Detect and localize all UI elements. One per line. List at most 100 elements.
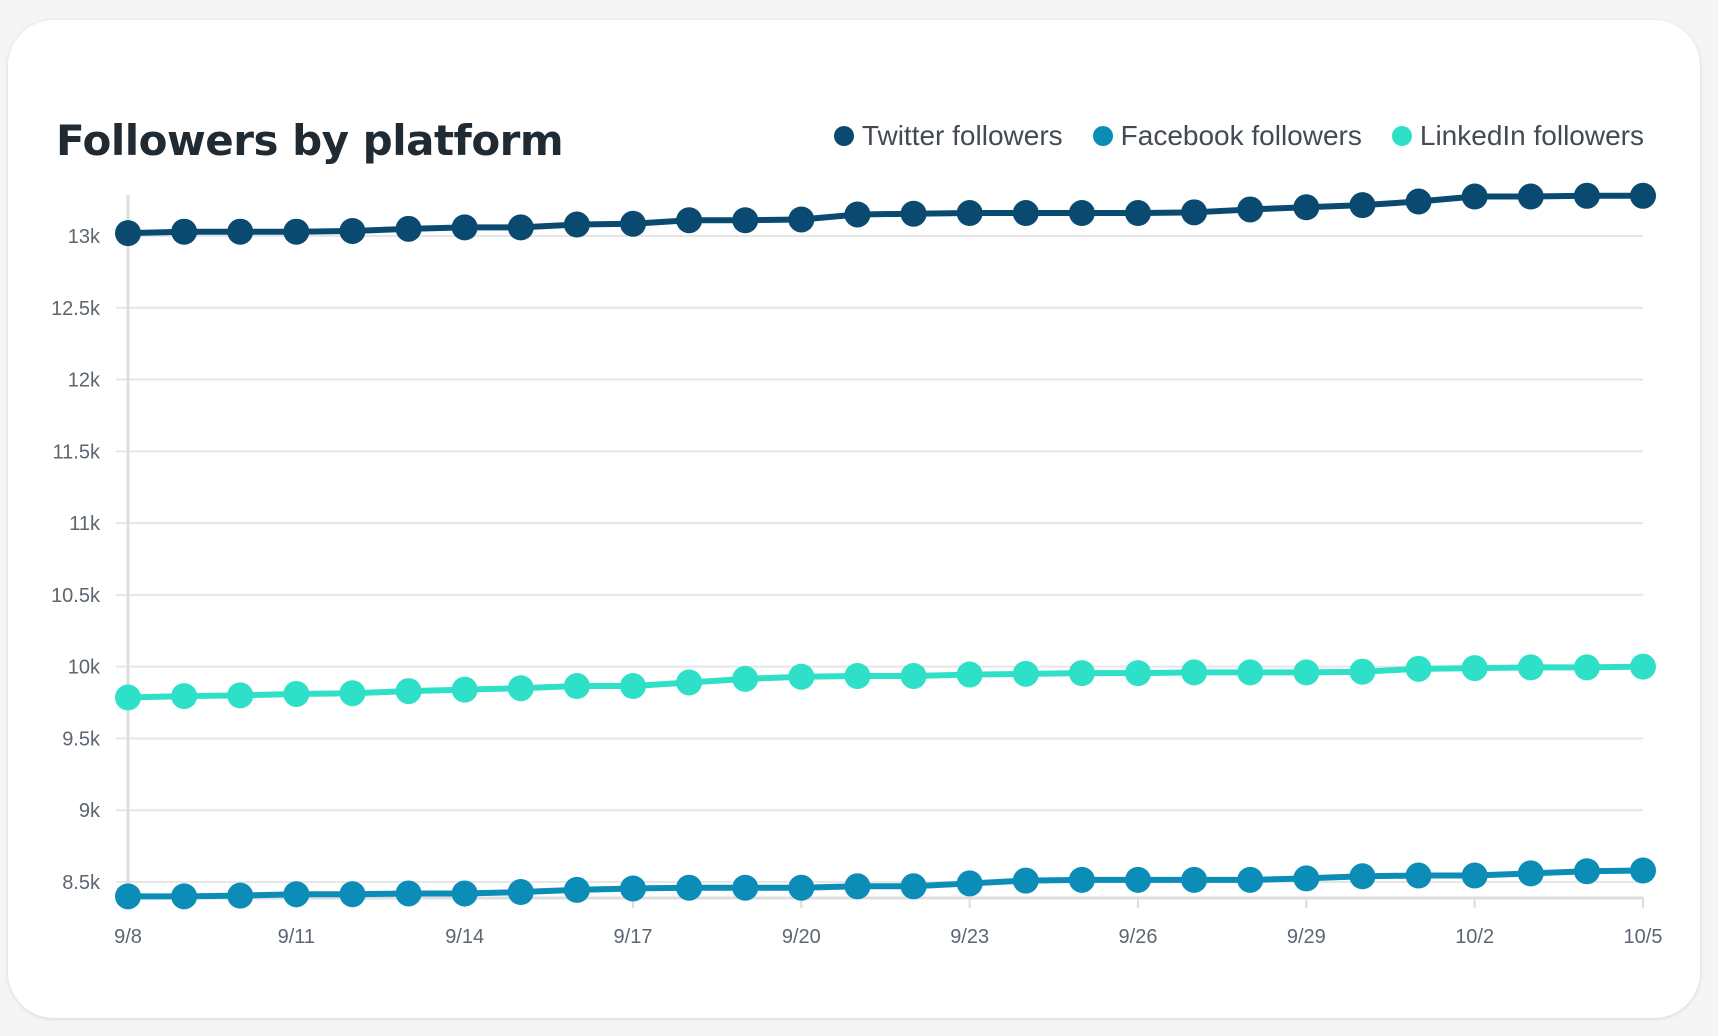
y-tick-label: 8.5k: [62, 872, 101, 894]
data-point-series-2: [620, 673, 646, 700]
data-point-series-0: [1461, 183, 1488, 210]
data-point-series-1: [171, 883, 198, 910]
data-point-series-0: [620, 210, 646, 237]
x-tick-label: 9/26: [1119, 926, 1158, 948]
data-point-series-1: [1068, 866, 1095, 893]
data-point-series-1: [676, 874, 703, 901]
data-point-series-0: [1517, 183, 1544, 210]
data-point-series-1: [1125, 866, 1151, 893]
data-point-series-2: [844, 662, 871, 689]
data-point-series-2: [1630, 653, 1656, 680]
data-point-series-1: [788, 874, 815, 901]
data-point-series-1: [1293, 865, 1320, 892]
legend-marker-twitter: [833, 126, 854, 146]
data-point-series-2: [171, 683, 198, 710]
data-point-series-2: [115, 684, 141, 711]
data-point-series-1: [1012, 867, 1039, 894]
data-point-series-0: [1181, 199, 1208, 226]
y-tick-label: 10k: [68, 657, 101, 679]
legend-item-linkedin[interactable]: LinkedIn followers: [1391, 120, 1644, 152]
data-point-series-2: [676, 669, 703, 696]
legend-item-twitter[interactable]: Twitter followers: [833, 120, 1063, 152]
legend-marker-linkedin: [1391, 126, 1412, 146]
data-point-series-1: [115, 883, 141, 910]
data-point-series-0: [1125, 200, 1151, 227]
y-tick-label: 12.5k: [51, 298, 101, 320]
data-point-series-1: [956, 870, 983, 897]
data-point-series-0: [1012, 200, 1039, 227]
data-point-series-0: [339, 217, 366, 244]
y-tick-label: 11.5k: [53, 441, 101, 463]
data-point-series-0: [395, 215, 422, 242]
y-tick-label: 9.5k: [62, 728, 101, 750]
data-point-series-0: [451, 214, 478, 241]
chart-card: Followers by platform Twitter followers …: [8, 20, 1700, 1018]
series-line-1: [125, 867, 1646, 900]
data-point-series-0: [507, 214, 534, 241]
data-point-series-2: [788, 663, 815, 690]
data-point-series-0: [844, 201, 871, 228]
data-point-series-2: [1293, 659, 1320, 686]
data-point-series-2: [1349, 658, 1376, 685]
data-point-series-0: [788, 206, 815, 233]
data-point-series-0: [1068, 200, 1095, 227]
data-point-series-2: [732, 665, 759, 692]
x-tick-label: 9/20: [782, 926, 821, 948]
data-point-series-0: [900, 200, 927, 227]
x-tick-label: 9/11: [278, 926, 315, 948]
data-point-series-2: [1068, 660, 1095, 687]
data-point-series-1: [900, 873, 927, 900]
legend-marker-facebook: [1092, 126, 1113, 146]
data-point-series-0: [115, 220, 141, 247]
x-tick-label: 9/14: [445, 926, 484, 948]
data-point-series-2: [956, 661, 983, 688]
data-point-series-0: [283, 218, 310, 245]
data-point-series-2: [1012, 660, 1039, 687]
data-point-series-0: [1573, 182, 1600, 209]
data-point-series-2: [1237, 659, 1264, 686]
data-point-series-2: [1573, 654, 1600, 681]
data-point-series-1: [732, 874, 759, 901]
data-point-series-0: [956, 200, 983, 227]
legend-item-facebook[interactable]: Facebook followers: [1092, 120, 1362, 152]
chart-legend: Twitter followers Facebook followers Lin…: [833, 120, 1644, 152]
data-point-series-0: [1237, 196, 1264, 223]
data-point-series-2: [339, 680, 366, 707]
data-point-series-0: [1293, 194, 1320, 221]
y-tick-label: 11k: [69, 513, 101, 535]
data-point-series-2: [900, 662, 927, 689]
data-point-series-2: [283, 680, 310, 707]
data-point-series-1: [844, 873, 871, 900]
series-line-0: [125, 192, 1646, 237]
data-point-series-2: [1405, 655, 1432, 682]
x-tick-label: 10/5: [1624, 926, 1663, 948]
data-point-series-1: [563, 876, 590, 903]
legend-label-linkedin: LinkedIn followers: [1419, 120, 1644, 151]
series-line-2: [125, 663, 1646, 701]
y-tick-label: 12k: [68, 370, 101, 392]
data-point-series-1: [339, 881, 366, 908]
data-point-series-0: [1349, 192, 1376, 219]
data-point-series-1: [1237, 866, 1264, 893]
data-point-series-2: [451, 676, 478, 703]
data-point-series-2: [395, 678, 422, 705]
x-tick-label: 9/17: [614, 926, 653, 948]
data-point-series-1: [451, 880, 478, 907]
data-point-series-0: [676, 207, 703, 234]
data-point-series-0: [732, 207, 759, 234]
data-point-series-0: [1405, 188, 1432, 215]
chart-title: Followers by platform: [56, 116, 564, 165]
data-point-series-0: [563, 211, 590, 238]
data-point-series-1: [1573, 858, 1600, 885]
data-point-series-1: [620, 875, 646, 902]
x-tick-label: 9/29: [1287, 926, 1326, 948]
data-point-series-0: [171, 218, 198, 245]
y-tick-label: 13k: [68, 226, 101, 248]
data-point-series-1: [1181, 866, 1208, 893]
data-point-series-1: [507, 879, 534, 906]
x-tick-label: 9/8: [114, 926, 142, 948]
x-tick-label: 9/23: [950, 926, 989, 948]
data-point-series-2: [1517, 654, 1544, 681]
data-point-series-2: [507, 675, 534, 702]
